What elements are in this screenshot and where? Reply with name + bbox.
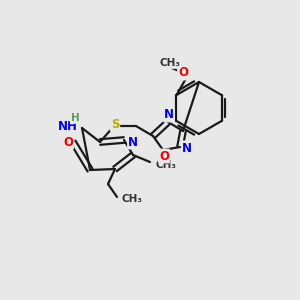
Text: NH: NH	[58, 119, 78, 133]
Text: S: S	[111, 118, 119, 130]
Text: CH₃: CH₃	[160, 58, 181, 68]
Text: N: N	[164, 109, 174, 122]
Text: O: O	[178, 67, 188, 80]
Text: O: O	[63, 136, 73, 148]
Text: CH₃: CH₃	[155, 160, 176, 170]
Text: N: N	[128, 136, 138, 148]
Text: N: N	[182, 142, 192, 154]
Text: CH₃: CH₃	[122, 194, 143, 204]
Text: O: O	[159, 149, 169, 163]
Text: H: H	[70, 113, 80, 123]
